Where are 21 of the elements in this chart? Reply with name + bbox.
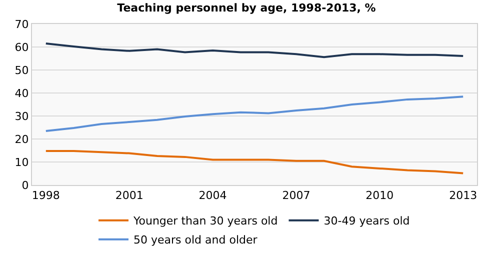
- y-tick-label: 10: [14, 156, 29, 169]
- x-tick-label: 1998: [32, 189, 60, 202]
- x-tick-label: 2010: [366, 189, 394, 202]
- line-series: [44, 96, 464, 132]
- legend-label: 50 years old and older: [134, 234, 258, 247]
- chart-title: Teaching personnel by age, 1998-2013, %: [117, 2, 376, 15]
- x-tick-label: 2004: [198, 189, 227, 202]
- x-tick-label: 2001: [115, 189, 144, 202]
- y-tick-label: 20: [14, 132, 29, 146]
- y-tick-label: 50: [14, 64, 29, 77]
- y-tick-label: 0: [22, 178, 29, 192]
- y-tick-label: 70: [14, 18, 29, 31]
- x-tick-label: 2013: [449, 189, 478, 202]
- y-tick-label: 60: [14, 40, 29, 54]
- line-series: [44, 150, 464, 174]
- y-tick-label: 30: [14, 110, 29, 123]
- legend-label: Younger than 30 years old: [132, 214, 278, 228]
- legend-label: 30-49 years old: [324, 214, 410, 228]
- x-tick-label: 2007: [282, 189, 310, 202]
- line-series: [44, 42, 464, 58]
- y-tick-label: 40: [14, 86, 29, 100]
